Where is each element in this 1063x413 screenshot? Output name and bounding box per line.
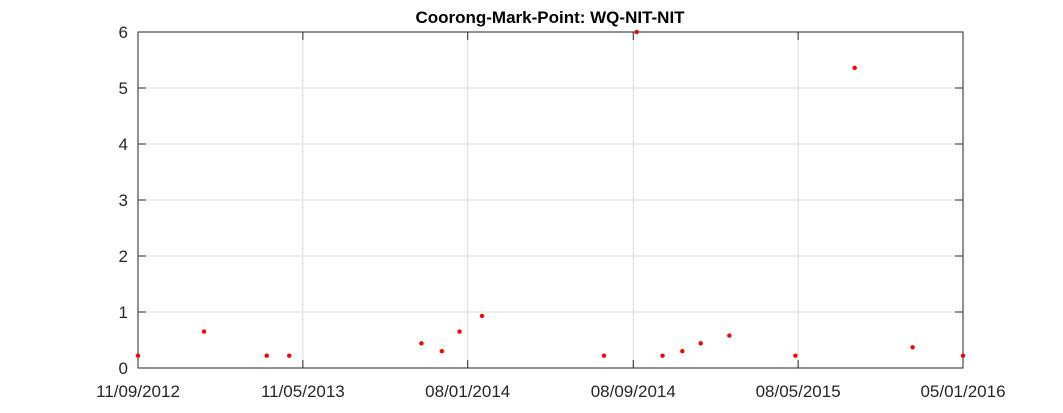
data-point	[439, 349, 445, 354]
y-tick-label: 3	[119, 191, 128, 210]
y-tick-label: 1	[119, 303, 128, 322]
data-point	[793, 353, 798, 358]
data-point	[264, 353, 269, 358]
label-layer: 11/09/2012 11/05/2013 08/01/2014 08/09/2014…	[96, 23, 1005, 401]
y-tick-label: 2	[119, 247, 128, 266]
x-tick-label: 08/01/2014	[425, 382, 510, 401]
data-point	[601, 353, 607, 358]
y-tick-label: 6	[119, 23, 128, 42]
data-point	[910, 345, 915, 350]
data-point	[680, 349, 685, 354]
y-tick-label: 4	[119, 135, 128, 154]
data-point	[479, 313, 485, 319]
x-tick-label: 11/09/2012	[96, 382, 180, 401]
data-point	[287, 353, 292, 358]
data-point	[634, 29, 639, 35]
y-tick-label: 5	[119, 79, 128, 98]
x-tick-label: 11/05/2013	[261, 382, 345, 401]
x-tick-label: 08/05/2015	[756, 382, 841, 401]
data-point	[457, 329, 462, 334]
data-point	[960, 353, 966, 358]
x-tick-label: 08/09/2014	[591, 382, 676, 401]
data-point	[419, 341, 424, 346]
data-point	[727, 333, 732, 338]
data-point	[660, 353, 665, 358]
y-tick-label: 0	[119, 359, 128, 378]
x-tick-label: 05/01/2016	[920, 382, 1005, 401]
data-point	[698, 341, 703, 346]
data-point	[135, 353, 141, 358]
point-layer	[135, 29, 966, 358]
data-point	[201, 329, 207, 334]
plot-frame	[137, 31, 964, 369]
data-point	[852, 65, 857, 71]
chart-title: Coorong-Mark-Point: WQ-NIT-NIT	[415, 8, 685, 27]
